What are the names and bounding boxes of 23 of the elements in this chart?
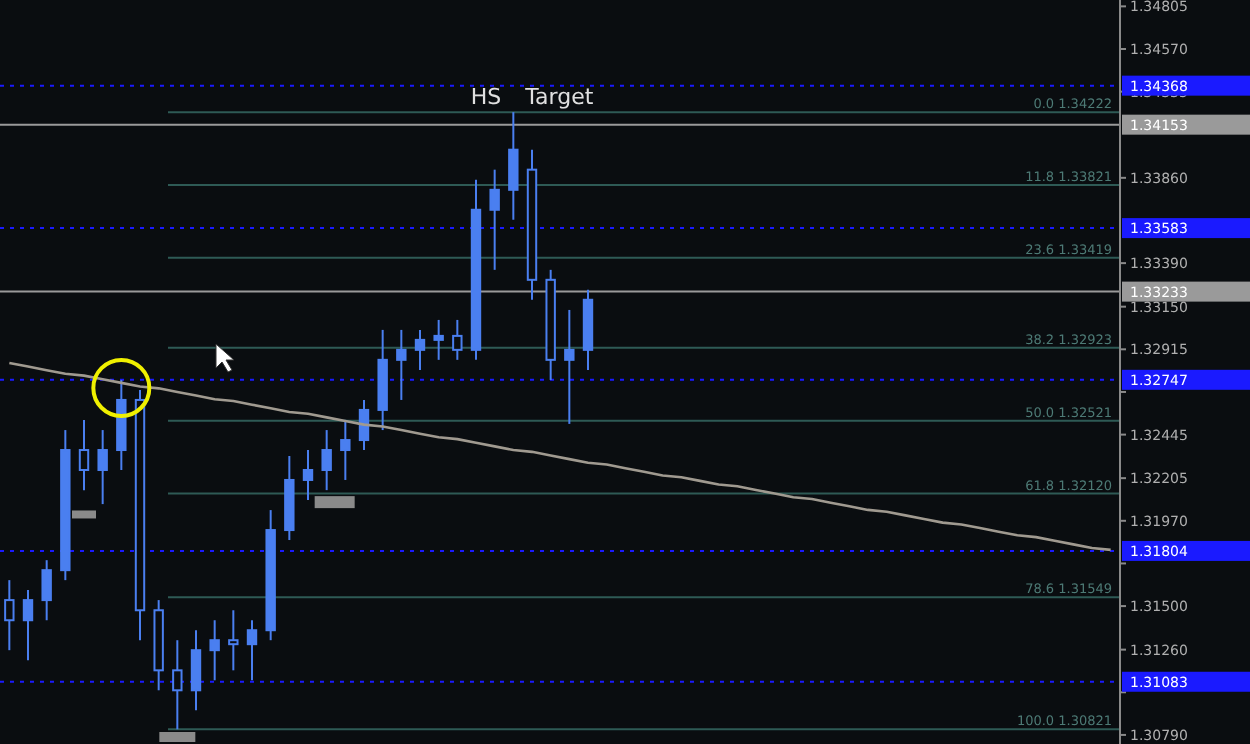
candlestick [246,619,258,682]
candlestick [302,449,314,502]
candlestick [97,429,108,506]
candlestick [41,559,52,622]
annotation: HS [470,83,502,110]
candlestick [452,318,463,361]
candlestick [4,579,15,652]
candlestick [321,429,332,492]
candlestick [340,418,351,481]
candlestick [209,619,220,682]
candlestick [433,318,444,361]
annotation: Target [523,83,595,110]
line-series [8,361,1112,552]
candlestick [190,629,202,712]
candlestick [508,111,519,221]
candlestick [228,609,239,672]
candlestick [78,418,90,492]
candlestick [396,328,407,401]
candlestick [22,589,34,662]
candlestick [564,308,575,425]
candlestick [414,328,426,371]
candlestick [172,639,183,731]
candlestick [489,168,500,271]
